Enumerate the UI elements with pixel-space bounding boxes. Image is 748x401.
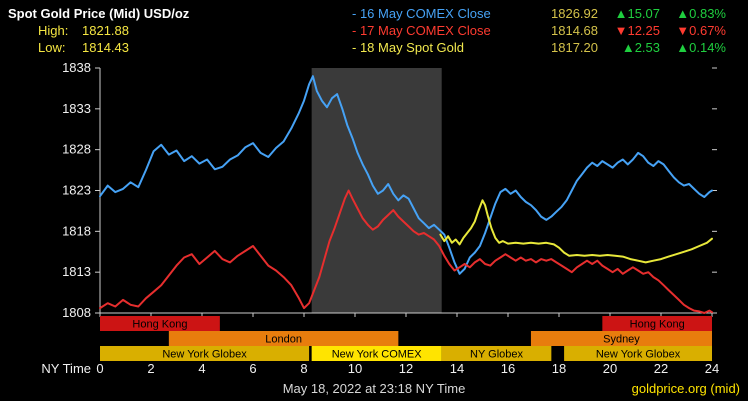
timestamp: May 18, 2022 at 23:18 NY Time <box>282 381 466 396</box>
x-tick-label: 14 <box>450 361 464 376</box>
series-line-18-may-spot-gold <box>439 199 713 264</box>
x-tick-label: 12 <box>399 361 413 376</box>
header-left: Spot Gold Price (Mid) USD/oz High: 1821.8… <box>0 0 352 58</box>
legend-series-value: 1817.20 <box>551 40 598 55</box>
session-bar-new-york-comex-label: New York COMEX <box>332 349 423 361</box>
y-tick-label: 1818 <box>62 223 91 238</box>
y-tick-label: 1828 <box>62 142 91 157</box>
x-tick-label: 4 <box>198 361 205 376</box>
session-bar-new-york-globex <box>564 346 712 361</box>
session-bar-sydney-label: Sydney <box>603 334 640 346</box>
x-tick-label: 8 <box>300 361 307 376</box>
x-tick-label: 20 <box>603 361 617 376</box>
y-tick-label: 1808 <box>62 305 91 320</box>
legend-series-value: 1826.92 <box>551 6 598 21</box>
legend-series-percent: ▲0.83% <box>676 6 726 21</box>
x-tick-label: 18 <box>552 361 566 376</box>
x-tick-label: 16 <box>501 361 515 376</box>
session-bar-hong-kong <box>602 316 712 331</box>
legend-series-percent: ▼0.67% <box>676 23 726 38</box>
chart-header: Spot Gold Price (Mid) USD/oz High: 1821.8… <box>0 0 748 58</box>
y-tick-label: 1823 <box>62 183 91 198</box>
session-bar-hong-kong-label: Hong Kong <box>630 319 685 331</box>
legend-series-value: 1814.68 <box>551 23 598 38</box>
legend-series-label: - 18 May Spot Gold <box>352 40 464 55</box>
x-tick-label: 24 <box>705 361 719 376</box>
session-bar-london-label: London <box>265 334 302 346</box>
low-row: Low: 1814.43 <box>8 39 352 56</box>
x-tick-label: 22 <box>654 361 668 376</box>
session-bar-new-york-globex <box>100 346 310 361</box>
legend-series-percent: ▲0.14% <box>676 40 726 55</box>
session-bar-hong-kong-label: Hong Kong <box>132 319 187 331</box>
series-line-17-may-comex-close <box>99 189 713 314</box>
session-bar-london <box>168 331 399 346</box>
x-tick-label: 2 <box>147 361 154 376</box>
brand-label: goldprice.org (mid) <box>631 381 740 396</box>
legend-row-comex-17may: - 17 May COMEX Close 1814.68 ▼12.25 ▼0.6… <box>352 22 744 39</box>
x-tick-label: 6 <box>249 361 256 376</box>
chart-footer: May 18, 2022 at 23:18 NY Time goldprice.… <box>0 378 748 401</box>
legend-row-comex-16may: - 16 May COMEX Close 1826.92 ▲15.07 ▲0.8… <box>352 5 744 22</box>
page-title: Spot Gold Price (Mid) USD/oz <box>8 6 190 21</box>
y-tick-label: 1838 <box>62 60 91 75</box>
legend-series-change: ▼12.25 <box>614 23 660 38</box>
session-bar-ny-globex <box>441 346 552 361</box>
legend-row-spot-18may: - 18 May Spot Gold 1817.20 ▲2.53 ▲0.14% <box>352 39 744 56</box>
high-value: 1821.88 <box>82 23 129 38</box>
legend-series-label: - 17 May COMEX Close <box>352 23 491 38</box>
y-tick-label: 1813 <box>62 264 91 279</box>
legend-series-label: - 16 May COMEX Close <box>352 6 491 21</box>
x-axis-label: NY Time <box>41 361 91 376</box>
session-bar-sydney <box>530 331 712 346</box>
low-label: Low: <box>38 40 66 55</box>
x-tick-label: 0 <box>96 361 103 376</box>
high-row: High: 1821.88 <box>8 22 352 39</box>
x-tick-label: 10 <box>348 361 362 376</box>
chart-legend: - 16 May COMEX Close 1826.92 ▲15.07 ▲0.8… <box>352 0 748 58</box>
session-bar-new-york-globex-label: New York Globex <box>596 349 681 361</box>
session-bar-new-york-comex <box>311 346 442 361</box>
y-tick-label: 1833 <box>62 101 91 116</box>
session-bar-hong-kong <box>100 316 220 331</box>
legend-series-change: ▲15.07 <box>614 6 660 21</box>
low-value: 1814.43 <box>82 40 129 55</box>
session-bar-new-york-globex-label: New York Globex <box>162 349 247 361</box>
session-bar-ny-globex-label: NY Globex <box>470 349 523 361</box>
series-line-16-may-comex-close <box>99 75 713 275</box>
legend-series-change: ▲2.53 <box>621 40 660 55</box>
high-label: High: <box>38 23 69 38</box>
